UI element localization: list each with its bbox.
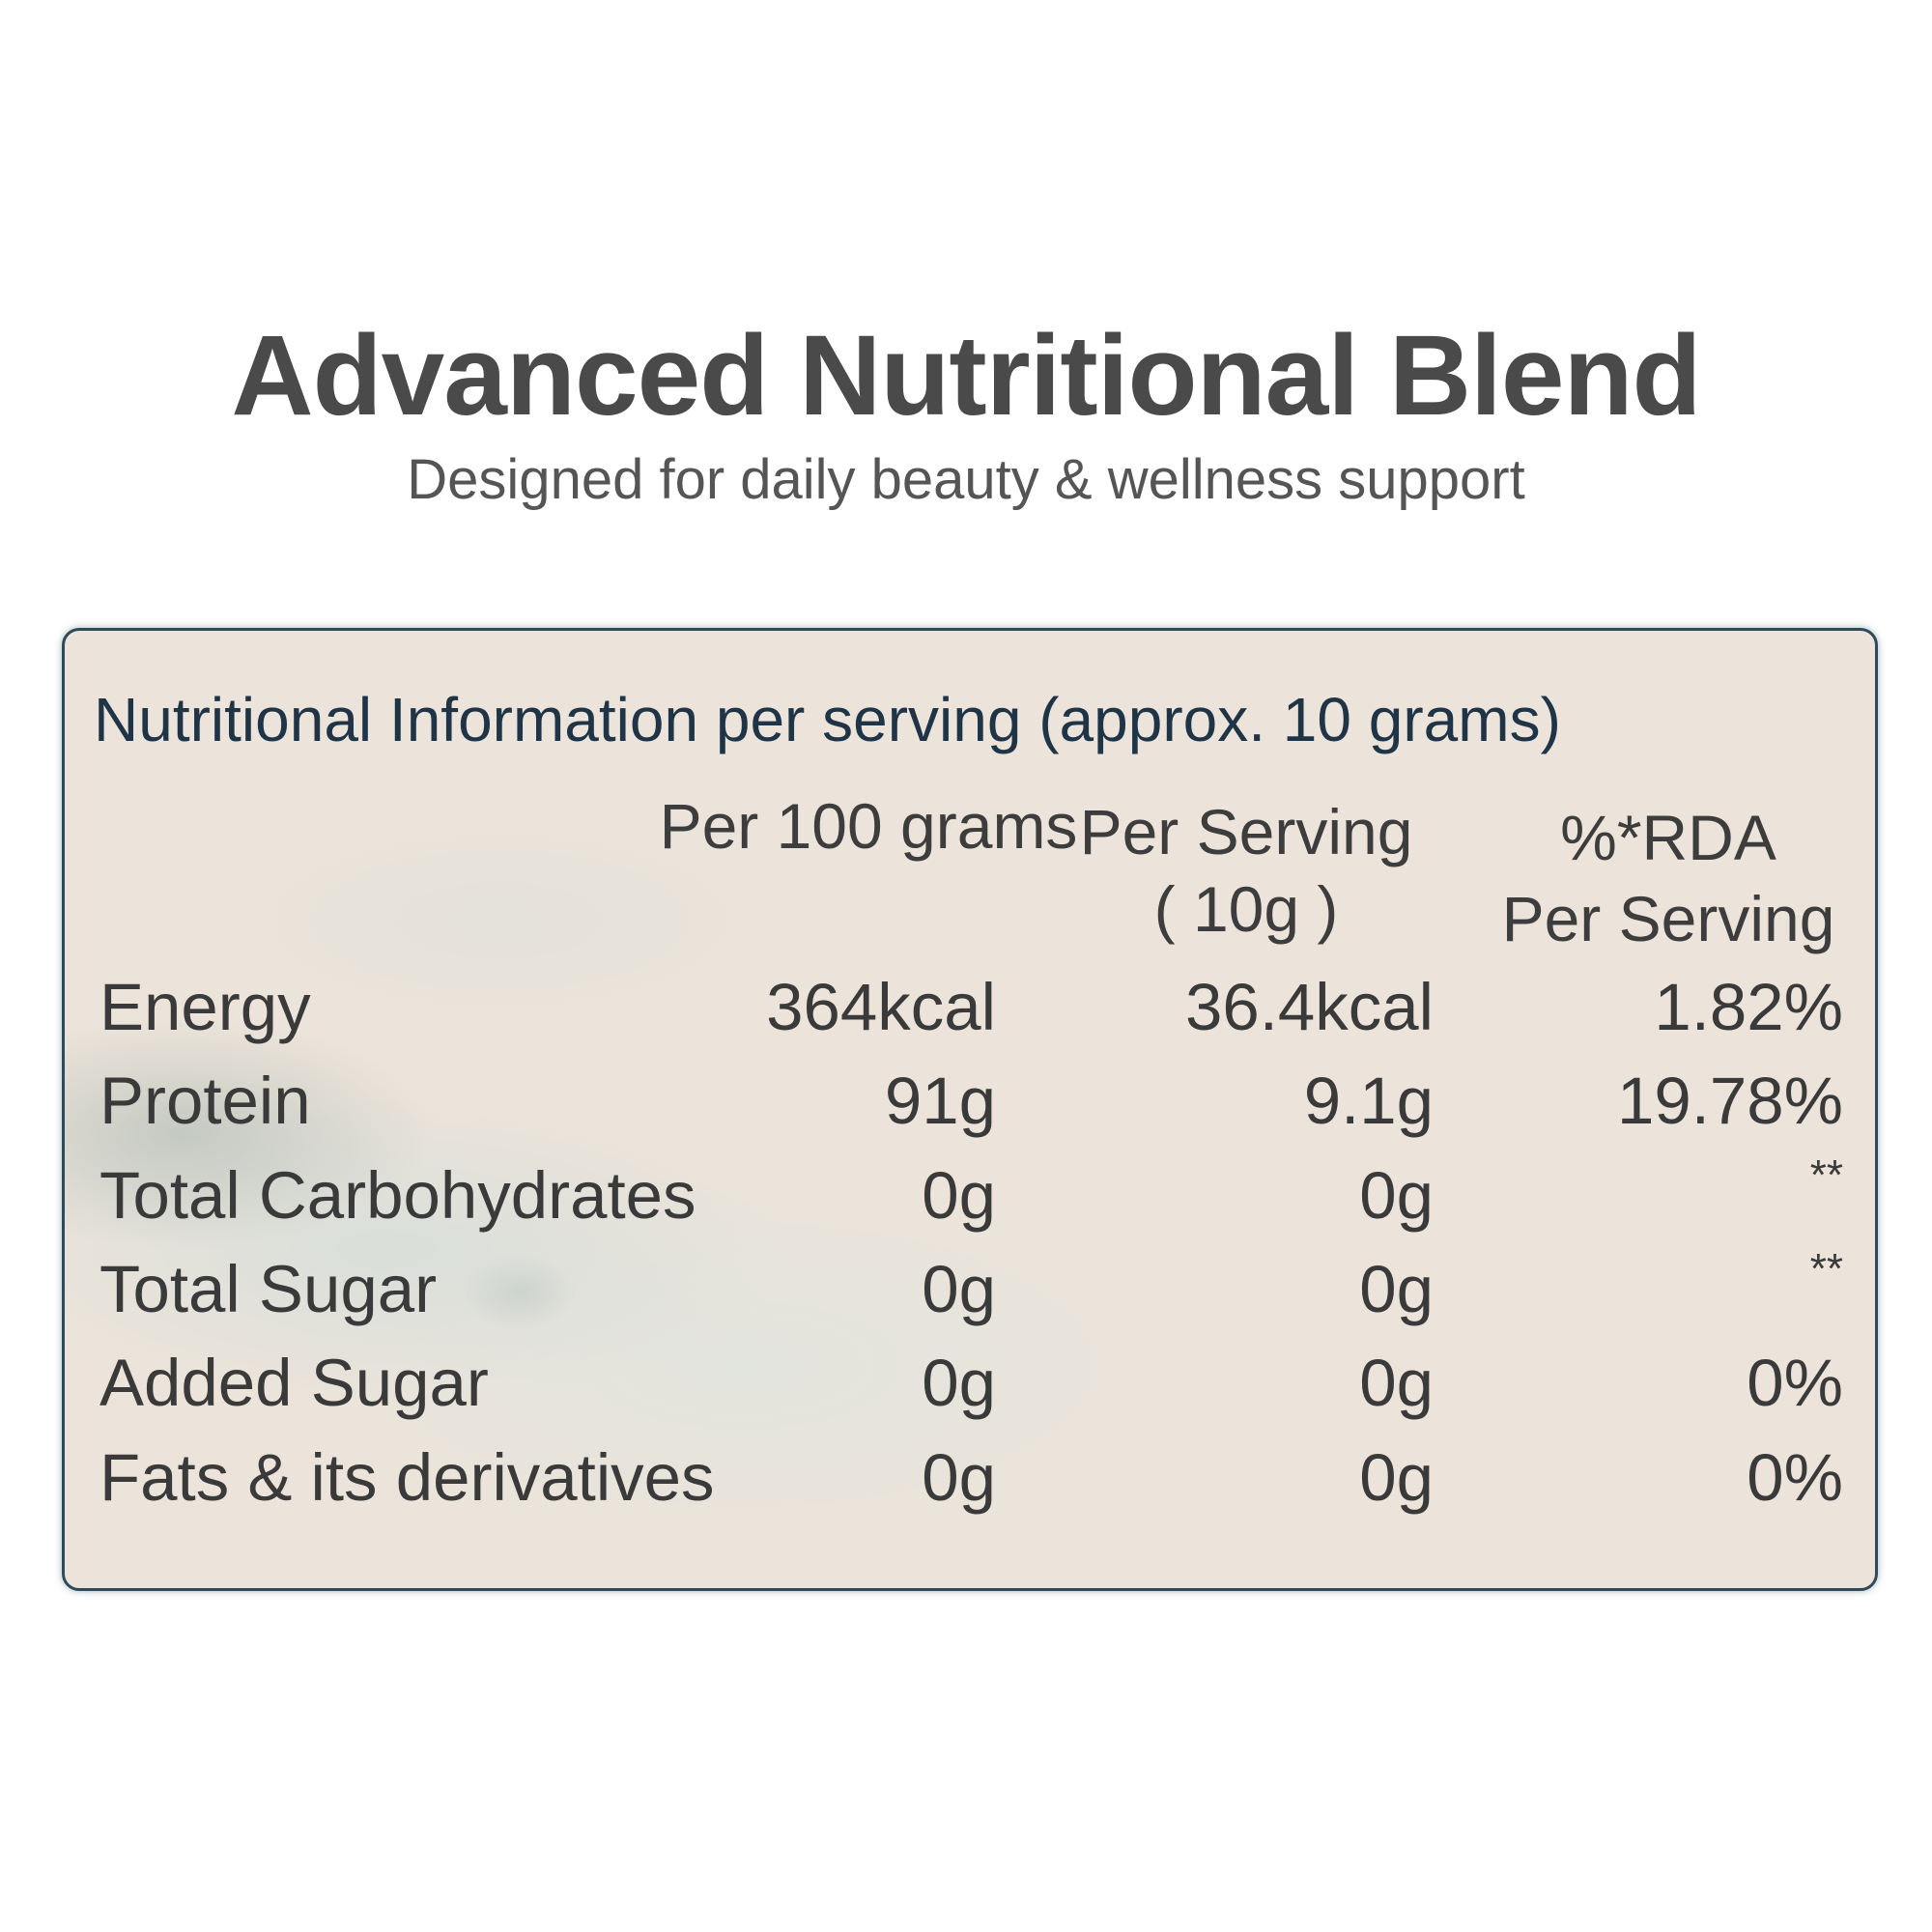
row-label: Energy	[99, 970, 311, 1044]
row-label: Added Sugar	[99, 1346, 489, 1420]
cell-value: 364kcal	[766, 970, 996, 1044]
cell-value: 0g	[922, 1252, 996, 1326]
nutrition-panel: Nutritional Information per serving (app…	[62, 628, 1878, 1591]
cell-value: 1.82%	[1654, 970, 1843, 1044]
row-label: Total Sugar	[99, 1252, 438, 1326]
cell-value: 0g	[922, 1158, 996, 1233]
title: Advanced Nutritional Blend	[231, 312, 1701, 440]
cell-value: 0g	[1359, 1158, 1434, 1233]
table-caption: Nutritional Information per serving (app…	[94, 685, 1561, 754]
column-header: %*RDA	[1560, 802, 1776, 873]
cell-value: 9.1g	[1303, 1064, 1434, 1138]
column-header: ( 10g )	[1153, 873, 1339, 945]
cell-value: 0g	[1359, 1440, 1434, 1515]
cell-value: 0g	[922, 1440, 996, 1515]
cell-value: **	[1809, 1245, 1843, 1293]
row-label: Total Carbohydrates	[99, 1158, 696, 1233]
cell-value: 36.4kcal	[1185, 970, 1434, 1044]
cell-value: 0%	[1747, 1440, 1843, 1515]
row-label: Fats & its derivatives	[99, 1440, 715, 1515]
column-header: Per Serving	[1079, 796, 1413, 867]
row-label: Protein	[99, 1064, 311, 1138]
cell-value: **	[1809, 1151, 1843, 1199]
subtitle: Designed for daily beauty & wellness sup…	[407, 448, 1525, 511]
cell-value: 0%	[1747, 1346, 1843, 1420]
cell-value: 19.78%	[1616, 1064, 1843, 1138]
column-header: Per 100 grams	[659, 790, 1078, 862]
cell-value: 0g	[1359, 1346, 1434, 1420]
column-header: Per Serving	[1501, 883, 1835, 954]
cell-value: 91g	[884, 1064, 996, 1138]
cell-value: 0g	[1359, 1252, 1434, 1326]
cell-value: 0g	[922, 1346, 996, 1420]
